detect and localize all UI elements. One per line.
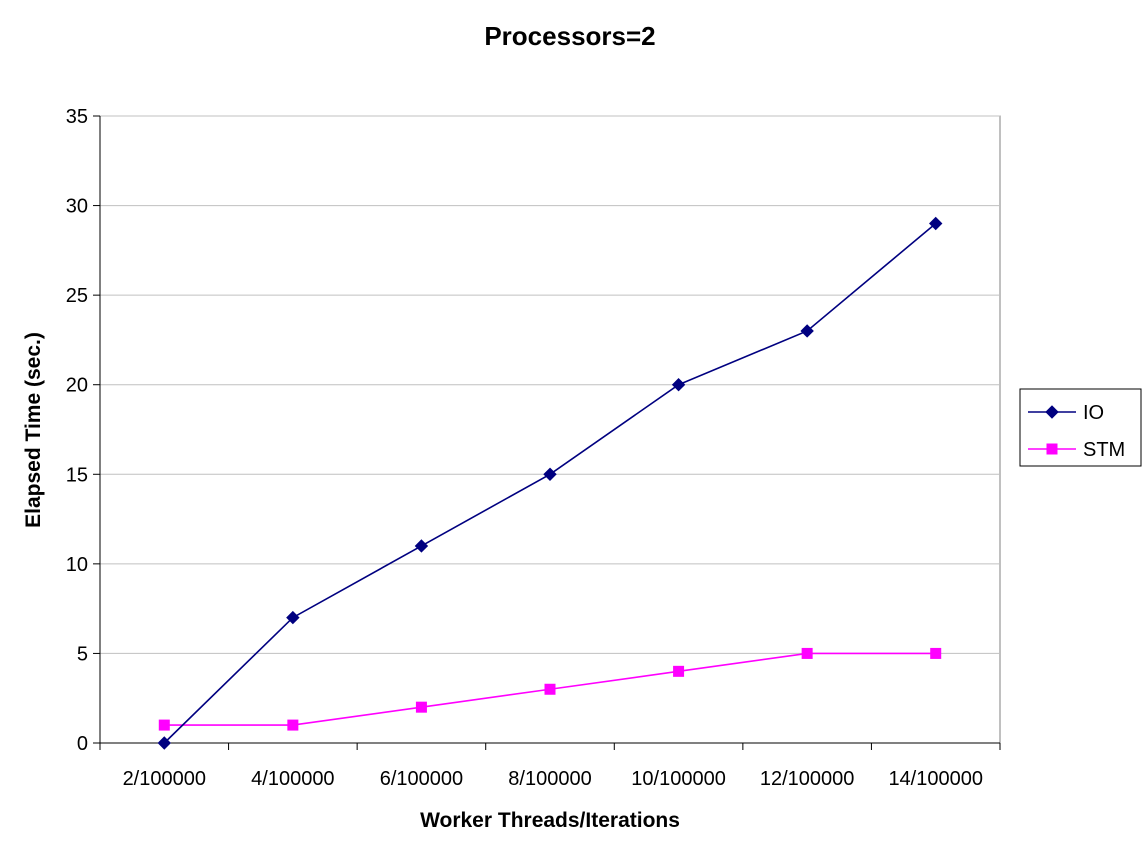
data-point-io: [929, 216, 943, 231]
data-point-stm: [544, 683, 556, 695]
legend-marker-io: [1045, 405, 1059, 419]
legend: IO STM: [1019, 388, 1142, 467]
plot-area: [99, 115, 1001, 744]
y-tick-label: 20: [66, 375, 88, 397]
data-point-stm: [673, 665, 685, 677]
x-axis-title: Worker Threads/Iterations: [420, 809, 680, 832]
legend-item-io: IO: [1028, 402, 1104, 424]
legend-item-stm: STM: [1028, 439, 1125, 461]
x-tick-label: 2/100000: [123, 768, 206, 790]
chart-title: Processors=2: [484, 21, 655, 51]
x-tick-label: 4/100000: [251, 768, 334, 790]
data-point-io: [671, 378, 686, 392]
x-tick-label: 12/100000: [760, 768, 855, 790]
data-point-io: [286, 610, 300, 625]
x-tick-label: 14/100000: [888, 768, 983, 790]
y-axis-title: Elapsed Time (sec.): [22, 332, 45, 528]
y-tick-label: 30: [66, 196, 88, 218]
y-tick-label: 25: [66, 285, 88, 307]
y-tick-label: 35: [66, 106, 88, 128]
legend-marker-stm: [1046, 443, 1058, 455]
legend-label-stm: STM: [1083, 439, 1125, 461]
y-tick-label: 5: [77, 643, 88, 665]
y-tick-label: 10: [66, 554, 88, 576]
data-point-io: [414, 539, 429, 553]
x-tick-label: 6/100000: [380, 768, 463, 790]
data-point-io: [543, 467, 557, 481]
x-tick-label: 10/100000: [631, 768, 726, 790]
y-axis: 0 5 10 15 20 25 30 35: [66, 106, 101, 755]
series-layer: [157, 216, 943, 750]
y-tick-label: 0: [77, 733, 88, 755]
legend-box: [1019, 388, 1142, 467]
data-point-io: [800, 324, 814, 338]
data-point-stm: [801, 647, 813, 659]
x-axis: 2/100000 4/100000 6/100000 8/100000 10/10000…: [99, 742, 1001, 790]
series-stm: [158, 647, 942, 731]
data-point-stm: [158, 719, 170, 731]
data-point-stm: [930, 647, 942, 659]
data-point-stm: [287, 719, 299, 731]
legend-label-io: IO: [1083, 402, 1104, 424]
data-point-stm: [415, 701, 427, 713]
x-tick-label: 8/100000: [508, 768, 591, 790]
y-tick-label: 15: [66, 464, 88, 486]
data-point-io: [157, 736, 171, 750]
series-io: [157, 216, 943, 750]
